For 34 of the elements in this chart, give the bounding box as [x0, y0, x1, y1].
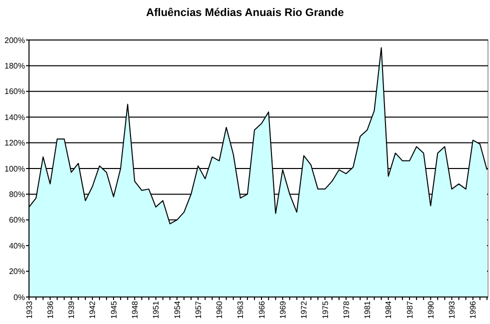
- x-tick-label: 1954: [172, 300, 182, 319]
- x-tick-label: 1978: [342, 300, 351, 319]
- x-tick-label: 1990: [426, 300, 436, 319]
- x-tick-label: 1963: [236, 300, 246, 319]
- x-tick-label: 1945: [109, 300, 118, 319]
- x-tick-label: 1996: [468, 300, 478, 319]
- x-tick-label: 1975: [320, 300, 330, 319]
- x-tick-label: 1969: [278, 300, 288, 319]
- x-tick-label: 1936: [46, 300, 55, 319]
- y-tick-label: 140%: [4, 112, 25, 122]
- x-tick-label: 1957: [194, 300, 203, 319]
- y-tick-label: 200%: [4, 36, 25, 45]
- y-tick-label: 60%: [8, 216, 25, 225]
- x-tick-label: 1933: [24, 300, 34, 319]
- y-tick-label: 180%: [4, 62, 25, 70]
- x-tick-label: 1942: [88, 300, 98, 319]
- y-tick-label: 160%: [4, 87, 25, 96]
- chart-title: Afluências Médias Anuais Rio Grande: [146, 7, 344, 19]
- x-tick-label: 1939: [67, 300, 76, 319]
- x-tick-label: 1981: [363, 300, 372, 319]
- x-tick-label: 1948: [130, 300, 140, 319]
- x-tick-label: 1951: [152, 300, 161, 319]
- x-tick-label: 1987: [405, 300, 414, 319]
- y-tick-label: 120%: [4, 138, 25, 148]
- y-tick-label: 40%: [8, 241, 25, 250]
- y-tick-label: 100%: [4, 164, 25, 174]
- x-tick-label: 1960: [215, 300, 224, 319]
- x-tick-label: 1966: [257, 300, 266, 319]
- x-tick-label: 1993: [448, 300, 457, 319]
- y-tick-label: 20%: [8, 267, 25, 276]
- x-tick-label: 1984: [384, 300, 394, 319]
- x-tick-label: 1972: [300, 300, 309, 319]
- y-tick-label: 0%: [13, 292, 25, 302]
- y-tick-label: 80%: [8, 190, 25, 199]
